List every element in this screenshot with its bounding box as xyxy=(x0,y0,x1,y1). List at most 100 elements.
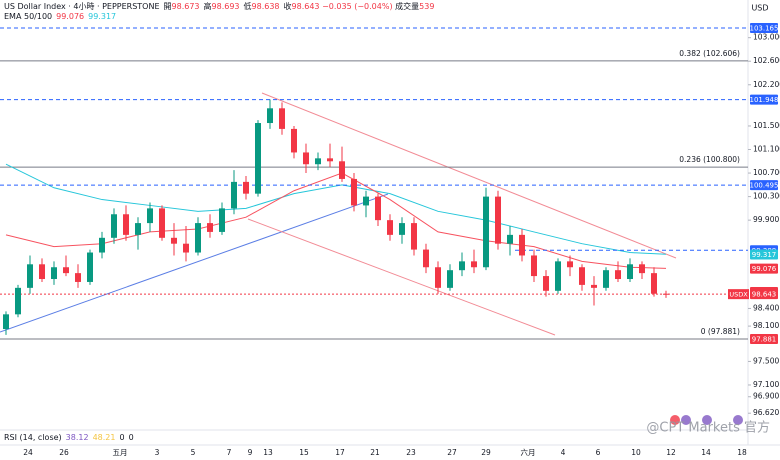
y-tick-label: 96.620 xyxy=(753,408,779,417)
ohlc-key: 收 xyxy=(284,1,292,11)
y-tick-label: 97.500 xyxy=(753,356,779,365)
icon[interactable] xyxy=(670,415,680,425)
fib-label: 0.236 (100.800) xyxy=(679,155,740,164)
candle-body xyxy=(423,249,429,268)
candle-body xyxy=(663,293,669,295)
candle-body xyxy=(339,161,345,179)
candle-body xyxy=(351,178,357,206)
fib-label: 0.382 (102.606) xyxy=(679,49,740,58)
candle-body xyxy=(267,108,273,124)
candle-body xyxy=(639,264,645,274)
candle-body xyxy=(111,214,117,238)
channel-lower xyxy=(247,218,556,336)
x-tick-label: 15 xyxy=(299,448,309,457)
x-tick-label: 27 xyxy=(447,448,457,457)
candle-body xyxy=(159,208,165,238)
y-tick-label: 97.100 xyxy=(753,380,779,389)
candle-body xyxy=(15,287,21,315)
x-tick-label: 13 xyxy=(263,448,273,457)
candle-body xyxy=(255,123,261,194)
currency: USD xyxy=(751,4,768,13)
candle-body xyxy=(567,261,573,268)
price-tag-label: 101.948 xyxy=(750,96,779,104)
candle-body xyxy=(231,181,237,209)
ohlc-value: 98.643 xyxy=(292,2,320,11)
ema-value: 99.076 xyxy=(56,12,84,21)
candle-body xyxy=(447,270,453,288)
candle-body xyxy=(375,196,381,221)
y-tick-label: 102.600 xyxy=(753,56,780,65)
candle-body xyxy=(327,158,333,162)
candle-body xyxy=(147,208,153,224)
candle-body xyxy=(387,220,393,235)
x-tick-label: 3 xyxy=(155,448,160,457)
rsi-value: 38.12 xyxy=(66,433,89,442)
candle-body xyxy=(195,223,201,253)
price-tag xyxy=(750,249,778,260)
candle-body xyxy=(183,243,189,253)
volume-key: 成交量 xyxy=(395,1,419,11)
ohlc-key: 低 xyxy=(244,1,252,11)
y-tick-label: 101.100 xyxy=(753,145,780,154)
x-tick-label: 6 xyxy=(596,448,601,457)
y-tick-label: 98.400 xyxy=(753,303,779,312)
candle-body xyxy=(615,270,621,280)
volume: 539 xyxy=(419,2,434,11)
candle-body xyxy=(579,267,585,285)
rsi-value: 0 xyxy=(119,433,124,442)
candle-body xyxy=(543,276,549,291)
ohlc-value: 98.693 xyxy=(212,2,240,11)
ema-legend: EMA 50/100 99.076 99.317 xyxy=(4,12,116,21)
price-tag-label: 97.881 xyxy=(752,335,777,343)
candle-body xyxy=(303,152,309,165)
candle-body xyxy=(651,273,657,294)
candle-body xyxy=(411,223,417,250)
icon[interactable] xyxy=(733,415,743,425)
y-tick-label: 96.900 xyxy=(753,392,779,401)
candle-body xyxy=(27,264,33,288)
symbol-tag xyxy=(728,289,749,300)
x-tick-label: 六月 xyxy=(521,447,536,457)
candle-body xyxy=(63,267,69,274)
channel-upper xyxy=(261,92,677,259)
x-tick-label: 21 xyxy=(370,448,380,457)
x-tick-label: 17 xyxy=(335,448,345,457)
watermark: @CPT Markets 官方 xyxy=(646,420,770,436)
candle-body xyxy=(243,181,249,194)
price-tag-label: 99.317 xyxy=(752,251,777,259)
candle-body xyxy=(87,252,93,282)
ohlc-key: 高 xyxy=(204,1,212,11)
x-tick-label: 26 xyxy=(59,448,69,457)
ohlc-value: 98.638 xyxy=(252,2,280,11)
x-tick-label: 18 xyxy=(737,448,747,457)
rsi-value: 0 xyxy=(129,433,134,442)
price-tag xyxy=(750,289,778,300)
price-tag-label: 98.643 xyxy=(752,291,777,299)
symbol-tag-label: USDX xyxy=(729,291,748,299)
x-tick-label: 5 xyxy=(191,448,196,457)
candle-body xyxy=(495,196,501,244)
candle-body xyxy=(399,223,405,235)
y-tick-label: 103.000 xyxy=(753,33,780,42)
candle-body xyxy=(171,237,177,244)
price-tag-label: 100.495 xyxy=(750,182,779,190)
y-tick-label: 101.500 xyxy=(753,121,780,130)
candle-body xyxy=(603,270,609,288)
y-tick-label: 98.100 xyxy=(753,321,779,330)
y-tick-label: 99.900 xyxy=(753,215,779,224)
candle-body xyxy=(123,214,129,235)
header: US Dollar Index · 4小時 · PEPPERSTONE 開98.6… xyxy=(4,1,434,11)
icon[interactable] xyxy=(681,415,691,425)
candle-body xyxy=(75,273,81,282)
candle-body xyxy=(219,208,225,232)
icon[interactable] xyxy=(702,415,712,425)
candle-body xyxy=(483,196,489,268)
candle-body xyxy=(99,237,105,253)
x-tick-label: 12 xyxy=(666,448,676,457)
rsi-label: RSI (14, close) xyxy=(4,433,62,442)
ema-label: EMA 50/100 xyxy=(4,12,52,21)
x-tick-label: 14 xyxy=(701,448,711,457)
candle-body xyxy=(519,234,525,256)
candle-body xyxy=(531,255,537,277)
